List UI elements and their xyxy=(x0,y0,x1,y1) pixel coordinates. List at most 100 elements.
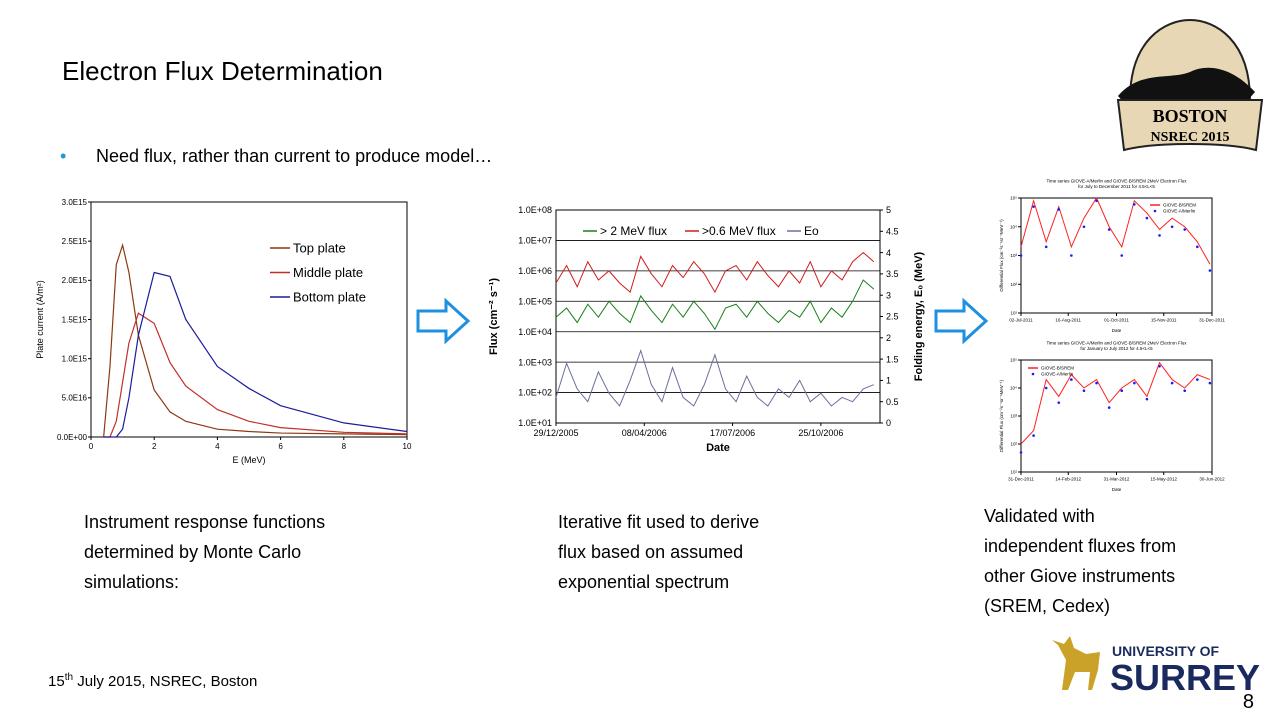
y2-tick-label: 5 xyxy=(886,205,891,215)
arrow xyxy=(934,297,989,345)
conference-logo: BOSTON NSREC 2015 xyxy=(1116,18,1264,152)
legend-label: GIOVE-B/SREM xyxy=(1163,203,1196,208)
data-point xyxy=(1032,205,1035,208)
data-point xyxy=(1183,228,1187,231)
y-tick-label: 2.5E15 xyxy=(62,237,88,246)
data-point xyxy=(1170,381,1174,385)
y-tick-label: 2.0E15 xyxy=(62,276,88,285)
x-tick-label: 15-Nov-2011 xyxy=(1151,318,1177,323)
y-tick-label: 1.0E+07 xyxy=(518,236,552,246)
y2-tick-label: 4.5 xyxy=(886,226,899,236)
y-tick-label: 10¹ xyxy=(1010,311,1017,316)
data-point xyxy=(1145,216,1149,220)
y2-tick-label: 2.5 xyxy=(886,312,899,322)
x-axis-label: E (MeV) xyxy=(232,455,265,465)
captions: Instrument response functions determined… xyxy=(84,506,1176,616)
legend-swatch xyxy=(1031,372,1035,376)
y-tick-label: 1.0E+04 xyxy=(518,327,552,337)
y-tick-label: 10¹ xyxy=(1010,470,1017,475)
x-tick-label: 17/07/2006 xyxy=(710,428,755,438)
x-tick-label: 6 xyxy=(278,442,283,451)
caption: other Giove instruments xyxy=(984,566,1175,586)
y2-axis-label: Folding energy, E₀ (MeV) xyxy=(913,251,925,381)
legend-label: Middle plate xyxy=(293,265,363,280)
caption: simulations: xyxy=(84,572,179,592)
bullet-text: Need flux, rather than current to produc… xyxy=(96,146,492,166)
y-tick-label: 0.0E+00 xyxy=(57,433,88,442)
y-tick-label: 1.5E15 xyxy=(62,315,88,324)
arrows xyxy=(416,297,989,345)
data-point xyxy=(1095,381,1098,385)
caption: independent fluxes from xyxy=(984,536,1176,556)
plot-frame xyxy=(555,209,881,424)
legend-swatch xyxy=(1153,209,1157,213)
y-tick-label: 1.0E+06 xyxy=(518,266,552,276)
data-point xyxy=(1208,381,1212,385)
x-tick-label: 30-Jun-2012 xyxy=(1199,477,1225,482)
data-point xyxy=(1120,389,1124,393)
x-tick-label: 31-Dec-2011 xyxy=(1199,318,1225,323)
chart: 1.0E+01 1.0E+02 1.0E+03 1.0E+04 1.0E+05 1.0E+… xyxy=(488,205,925,454)
arrow xyxy=(416,297,471,345)
y-axis-label: Differential Flux (cm⁻²s⁻¹sr⁻¹MeV⁻¹) xyxy=(999,219,1004,292)
series-line xyxy=(555,279,875,331)
footer: 15th July 2015, NSREC, Boston xyxy=(48,672,257,690)
y-tick-label: 1.0E+01 xyxy=(518,418,552,428)
chart: Time series GIOVE-A/Merlin and GIOVE-B/S… xyxy=(999,179,1225,334)
data-point xyxy=(1158,234,1161,237)
y-tick-label: 10⁴ xyxy=(1010,224,1017,229)
data-point xyxy=(1107,228,1111,231)
data-point xyxy=(1183,389,1187,393)
legend-label: Top plate xyxy=(293,241,346,256)
y-tick-label: 1.0E+02 xyxy=(518,388,552,398)
y-tick-label: 10⁵ xyxy=(1010,196,1017,201)
footer-rest: July 2015, NSREC, Boston xyxy=(73,673,257,690)
x-tick-label: 15-May-2012 xyxy=(1150,477,1177,482)
caption: determined by Monte Carlo xyxy=(84,542,301,562)
footer-day: 15 xyxy=(48,673,65,690)
data-point xyxy=(1019,451,1023,454)
series-line xyxy=(1020,361,1211,445)
data-point xyxy=(1170,225,1174,229)
y-tick-label: 1.0E+08 xyxy=(518,205,552,215)
legend-label: >0.6 MeV flux xyxy=(702,224,776,238)
x-tick-label: 8 xyxy=(342,442,347,451)
y2-tick-label: 3.5 xyxy=(886,269,899,279)
series-line xyxy=(103,312,408,438)
y-tick-label: 10³ xyxy=(1010,414,1017,419)
chart-title: for January to July 2012 for 4.5<L<5 xyxy=(1080,346,1153,351)
x-tick-label: 02-Jul-2011 xyxy=(1009,318,1033,323)
x-tick-label: 08/04/2006 xyxy=(622,428,667,438)
footer-ordinal: th xyxy=(65,672,73,683)
data-point xyxy=(1032,434,1035,437)
y-axis-label: Flux (cm⁻² s⁻¹) xyxy=(488,278,500,355)
x-tick-label: 01-Oct-2011 xyxy=(1104,318,1129,323)
caption: Validated with xyxy=(984,506,1095,526)
caption: Instrument response functions xyxy=(84,512,325,532)
logo-text: SURREY xyxy=(1110,657,1260,698)
data-point xyxy=(1145,397,1149,401)
data-point xyxy=(1070,254,1073,257)
y2-tick-label: 4 xyxy=(886,248,891,258)
caption: (SREM, Cedex) xyxy=(984,596,1110,616)
data-point xyxy=(1120,254,1124,257)
x-tick-label: 31-Dec-2011 xyxy=(1008,477,1034,482)
series-line xyxy=(555,348,875,407)
page-number: 8 xyxy=(1243,691,1254,713)
data-point xyxy=(1057,401,1061,404)
y-tick-label: 10⁴ xyxy=(1010,386,1017,391)
chart-title: for July to December 2011 for 4.5<L<5 xyxy=(1078,184,1155,189)
logo-text: NSREC 2015 xyxy=(1151,130,1230,145)
data-point xyxy=(1070,378,1073,381)
y-axis-label: Differential Flux (cm⁻²s⁻¹sr⁻¹MeV⁻¹) xyxy=(999,379,1004,452)
y2-tick-label: 1 xyxy=(886,376,891,386)
data-point xyxy=(1044,245,1048,249)
chart-title: Time series GIOVE-A/Merlin and GIOVE-B/S… xyxy=(1046,179,1187,184)
caption: flux based on assumed xyxy=(558,542,743,562)
chart-title: Time series GIOVE-A/Merlin and GIOVE-B/S… xyxy=(1046,341,1187,346)
bullet-dot: • xyxy=(60,146,66,166)
series-line xyxy=(103,271,408,438)
y2-tick-label: 0 xyxy=(886,418,891,428)
legend-label: GIOVE-B/SREM xyxy=(1041,366,1074,371)
